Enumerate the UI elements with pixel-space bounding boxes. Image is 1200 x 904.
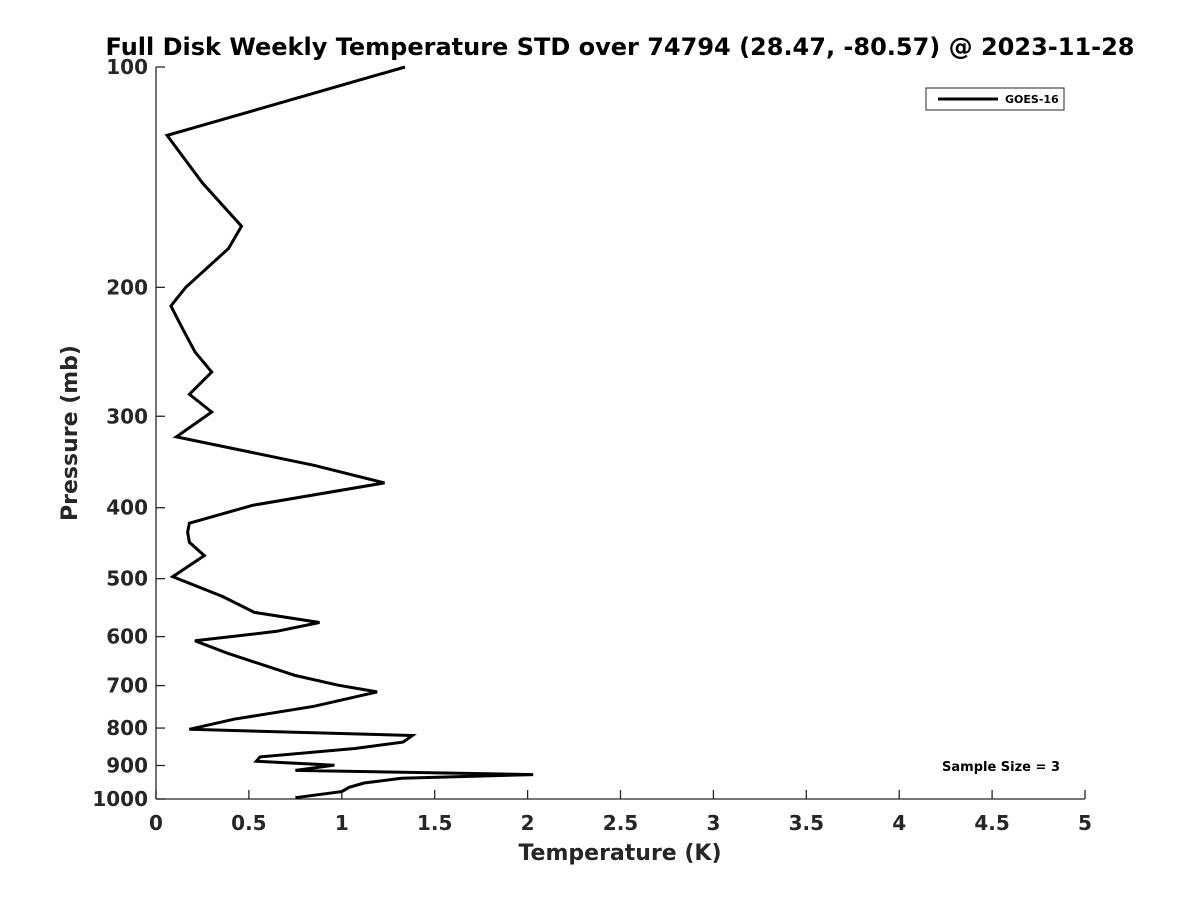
sample-size-annotation: Sample Size = 3 [942, 760, 1060, 775]
y-tick-label: 300 [106, 404, 148, 428]
x-tick-label: 5 [1078, 811, 1092, 835]
y-tick-label: 400 [106, 496, 148, 520]
series-layer [164, 65, 534, 800]
x-tick-label: 4.5 [974, 811, 1009, 835]
x-axis-label: Temperature (K) [518, 841, 721, 866]
y-tick-label: 500 [106, 567, 148, 591]
y-tick-label: 900 [106, 754, 148, 778]
y-tick-label: 700 [106, 674, 148, 698]
x-tick-label: 0.5 [231, 811, 266, 835]
x-tick-label: 1 [335, 811, 349, 835]
y-axis-label: Pressure (mb) [58, 345, 83, 521]
x-tick-label: 1.5 [417, 811, 452, 835]
y-tick-label: 100 [106, 55, 148, 79]
chart-title: Full Disk Weekly Temperature STD over 74… [106, 33, 1135, 61]
legend-label: GOES-16 [1005, 93, 1059, 106]
axes: 0 0.5 1 1.5 2 2.5 3 3.5 4 4.5 5 100 200 300 400 500 600 7… [92, 55, 1092, 835]
x-tick-label: 2 [521, 811, 535, 835]
x-tick-label: 3.5 [789, 811, 824, 835]
x-tick-label: 0 [149, 811, 163, 835]
series-line-goes-16 [164, 65, 534, 800]
y-tick-label: 800 [106, 716, 148, 740]
x-tick-label: 2.5 [603, 811, 638, 835]
y-tick-label: 600 [106, 625, 148, 649]
plot-area [156, 67, 1085, 799]
x-tick-label: 3 [706, 811, 720, 835]
y-tick-label: 200 [106, 275, 148, 299]
legend: GOES-16 [925, 87, 1065, 111]
y-tick-label: 1000 [92, 787, 148, 811]
x-tick-label: 4 [892, 811, 906, 835]
